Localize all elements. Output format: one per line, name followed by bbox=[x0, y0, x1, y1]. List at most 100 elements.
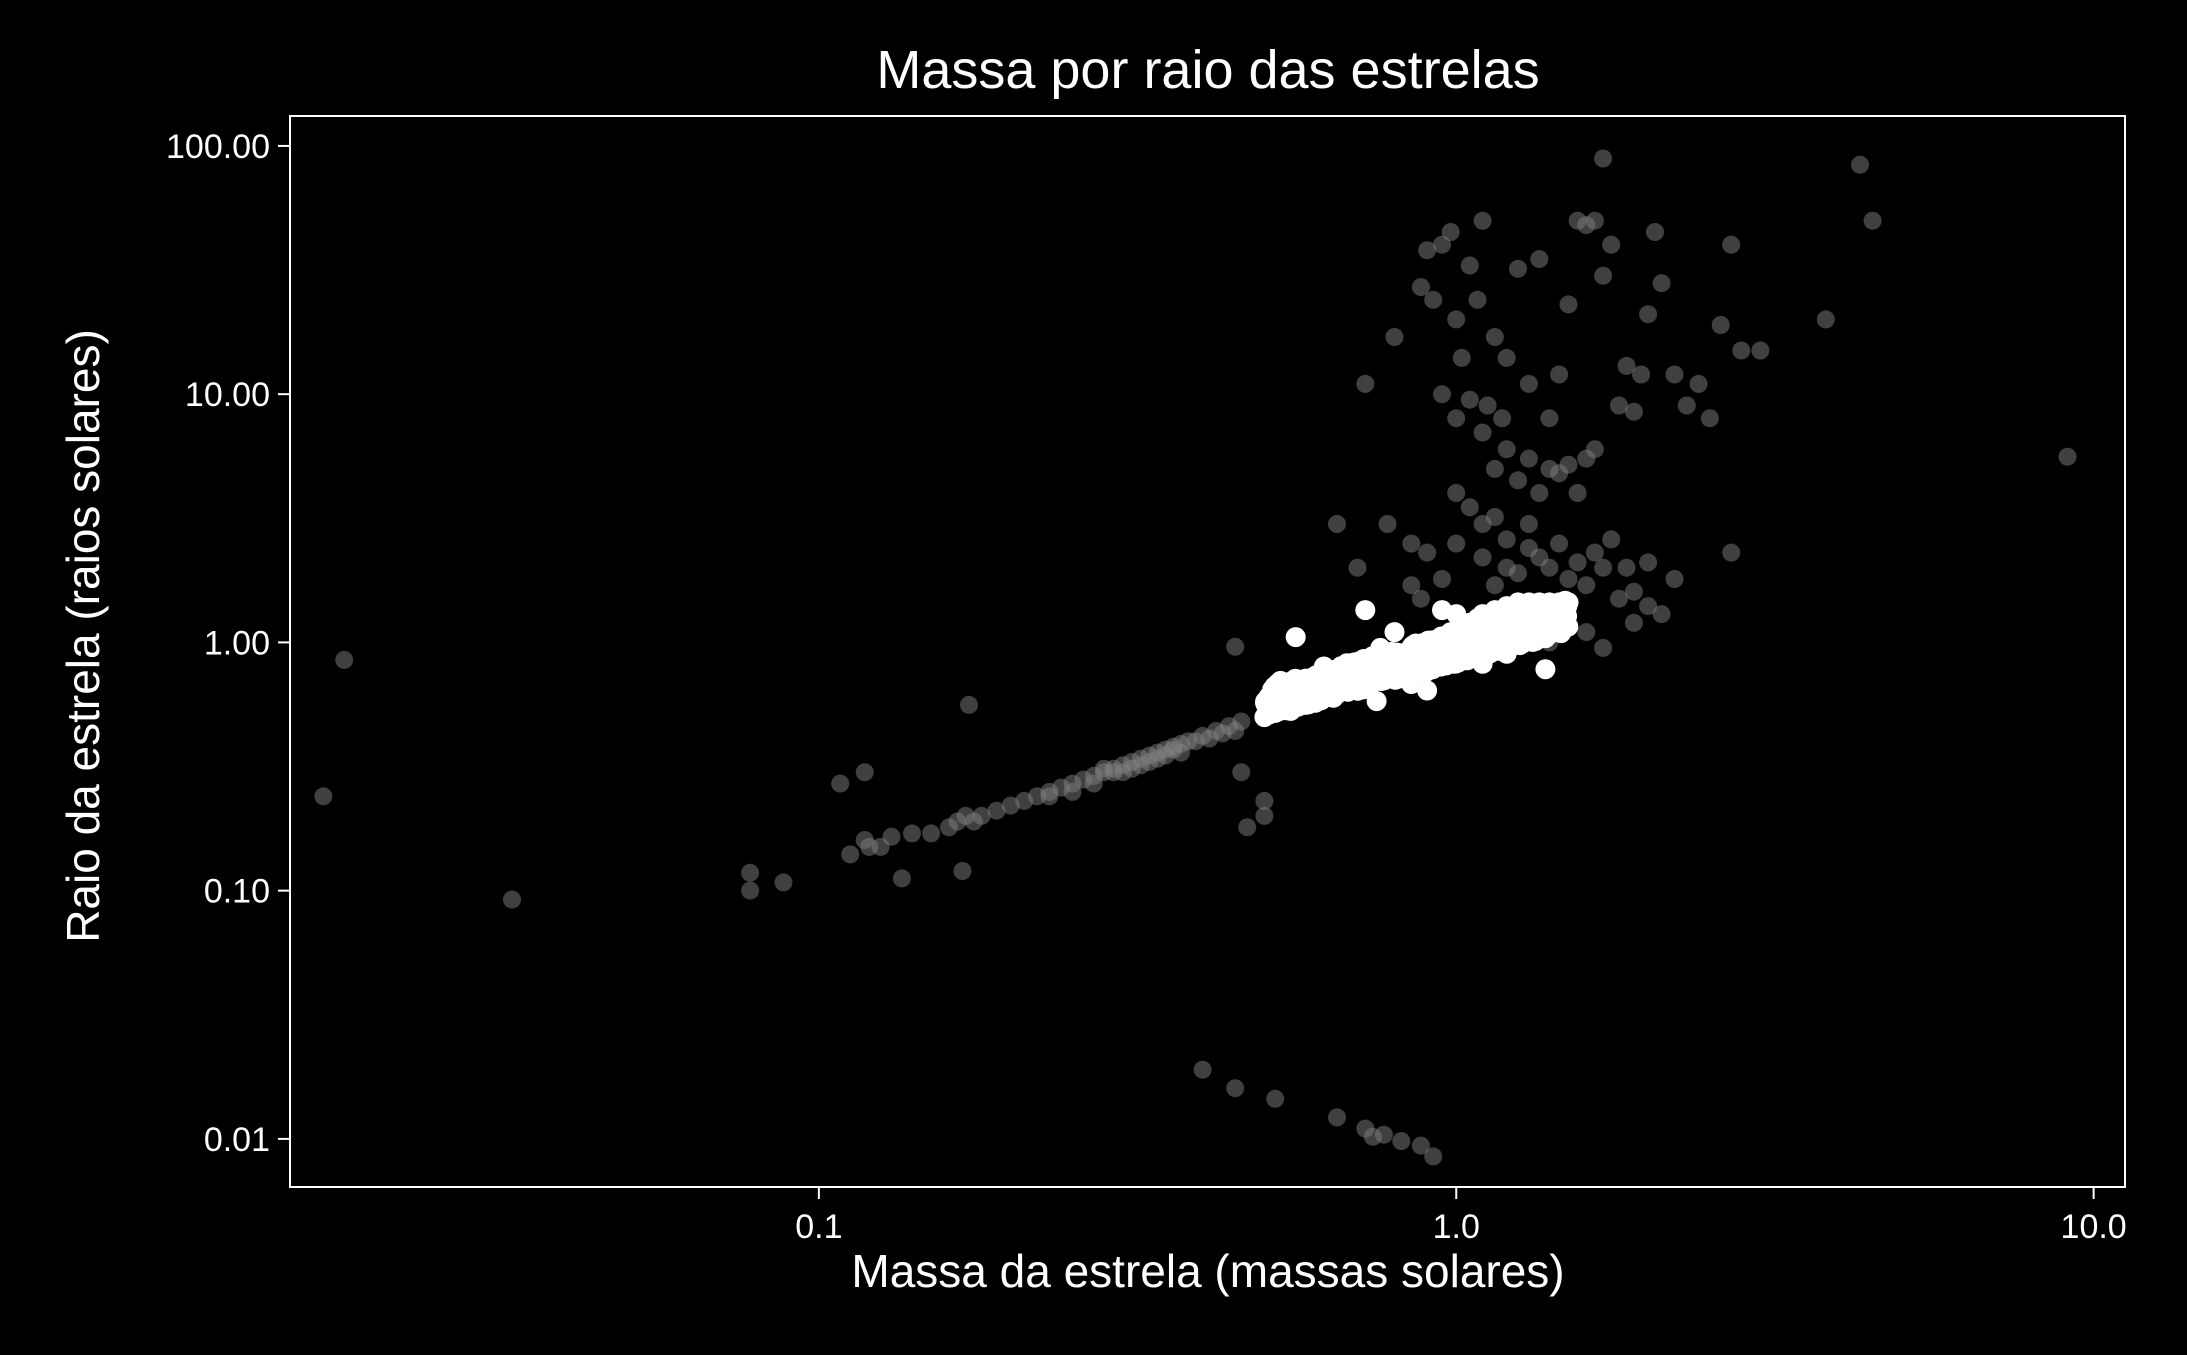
star-point bbox=[1378, 515, 1397, 533]
star-point bbox=[1509, 471, 1527, 490]
star-point bbox=[1585, 211, 1604, 230]
star-point bbox=[953, 862, 972, 880]
y-tick-label: 0.01 bbox=[204, 1121, 270, 1159]
star-point bbox=[1411, 278, 1430, 297]
highlight-point bbox=[1313, 656, 1334, 677]
highlight-point bbox=[1417, 680, 1438, 701]
x-tick-label: 0.1 bbox=[795, 1208, 842, 1246]
star-point bbox=[1473, 423, 1492, 442]
x-axis-label: Massa da estrela (massas solares) bbox=[851, 1245, 1564, 1297]
star-point bbox=[1568, 553, 1587, 572]
y-axis-label: Raio da estrela (raios solares) bbox=[57, 329, 109, 943]
star-point bbox=[922, 824, 941, 843]
star-point bbox=[1722, 543, 1741, 562]
star-point bbox=[1751, 341, 1770, 360]
star-point bbox=[1585, 543, 1604, 562]
star-point bbox=[1624, 613, 1643, 632]
star-point bbox=[1328, 1108, 1346, 1127]
star-point bbox=[1652, 605, 1671, 624]
star-point bbox=[1646, 223, 1664, 241]
highlight-point bbox=[1491, 615, 1511, 636]
star-point bbox=[1568, 484, 1587, 502]
star-point bbox=[1519, 515, 1538, 533]
star-point bbox=[1266, 1089, 1285, 1108]
star-point bbox=[1094, 759, 1113, 778]
star-point bbox=[1485, 328, 1504, 346]
y-tick-label: 0.10 bbox=[204, 873, 270, 911]
star-point bbox=[741, 881, 760, 900]
highlight-point bbox=[1496, 643, 1517, 664]
star-point bbox=[1148, 749, 1167, 768]
star-point bbox=[1232, 763, 1251, 782]
star-point bbox=[1632, 365, 1651, 384]
highlight-point bbox=[1558, 592, 1579, 613]
star-point bbox=[960, 695, 978, 714]
y-tick-label: 100.00 bbox=[166, 128, 270, 166]
star-point bbox=[1509, 564, 1527, 583]
star-point bbox=[1700, 409, 1719, 428]
highlight-point bbox=[1518, 622, 1539, 643]
star-point bbox=[1732, 341, 1751, 360]
star-point bbox=[1863, 211, 1882, 230]
highlight-point bbox=[1535, 659, 1556, 680]
star-point bbox=[1226, 721, 1245, 740]
star-point bbox=[1639, 553, 1658, 572]
highlight-point bbox=[1366, 691, 1387, 712]
star-point bbox=[1447, 484, 1466, 502]
star-point bbox=[1602, 235, 1621, 254]
star-point bbox=[1559, 295, 1578, 314]
star-point bbox=[1624, 402, 1643, 421]
star-point bbox=[1131, 756, 1150, 775]
star-point bbox=[831, 774, 850, 793]
star-point bbox=[1519, 374, 1538, 393]
star-point bbox=[1722, 235, 1741, 254]
star-point bbox=[1594, 149, 1613, 168]
chart-title: Massa por raio das estrelas bbox=[876, 40, 1539, 100]
star-point bbox=[1433, 385, 1451, 404]
y-tick-label: 10.00 bbox=[185, 376, 270, 414]
star-point bbox=[1392, 1132, 1411, 1151]
star-point bbox=[882, 827, 901, 846]
highlight-point bbox=[1370, 637, 1391, 658]
star-point bbox=[1617, 356, 1636, 375]
star-point bbox=[903, 824, 921, 843]
star-point bbox=[314, 787, 333, 806]
star-point bbox=[1418, 543, 1437, 562]
star-point bbox=[1424, 1147, 1443, 1166]
star-point bbox=[1550, 365, 1569, 384]
star-point bbox=[1617, 558, 1636, 577]
highlight-point bbox=[1265, 702, 1286, 723]
star-point bbox=[892, 869, 911, 888]
star-point bbox=[1193, 1060, 1212, 1079]
star-point bbox=[1594, 558, 1613, 577]
star-point bbox=[1348, 558, 1367, 577]
star-point bbox=[1374, 1125, 1393, 1144]
star-point bbox=[1411, 589, 1430, 608]
star-point bbox=[1559, 570, 1578, 588]
star-point bbox=[1114, 763, 1132, 782]
star-point bbox=[1497, 530, 1516, 549]
star-point bbox=[1509, 259, 1527, 278]
star-point bbox=[1677, 396, 1696, 415]
star-point bbox=[1485, 508, 1504, 526]
star-point bbox=[1639, 305, 1658, 324]
star-point bbox=[741, 863, 760, 882]
series-1 bbox=[1254, 590, 1579, 728]
star-point bbox=[1385, 328, 1404, 346]
star-point bbox=[1585, 440, 1604, 459]
star-point bbox=[1040, 787, 1059, 806]
star-point bbox=[1485, 459, 1504, 478]
star-point bbox=[1402, 576, 1421, 595]
star-point bbox=[1433, 570, 1451, 588]
highlight-point bbox=[1285, 627, 1306, 648]
highlight-point bbox=[1384, 622, 1405, 643]
highlight-point bbox=[1446, 604, 1467, 625]
star-point bbox=[1540, 409, 1559, 428]
star-point bbox=[1238, 818, 1257, 837]
star-point bbox=[1418, 241, 1437, 260]
star-point bbox=[1473, 211, 1492, 230]
star-point bbox=[1652, 274, 1671, 293]
star-point bbox=[1447, 310, 1466, 329]
